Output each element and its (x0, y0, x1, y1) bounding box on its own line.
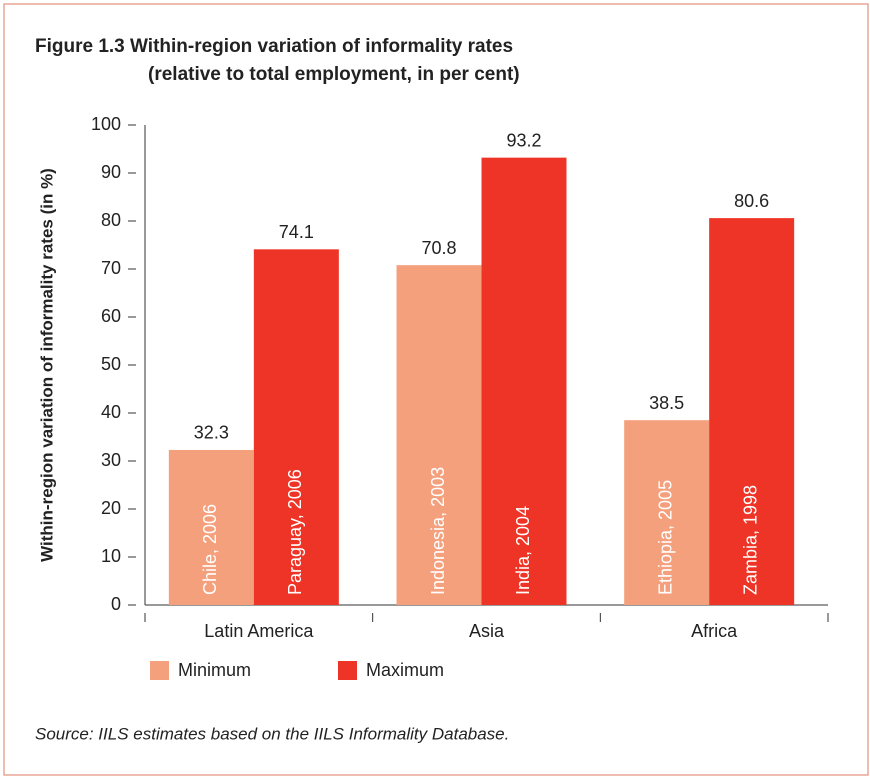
chart-title: Figure 1.3 Within-region variation of in… (35, 36, 513, 57)
legend-label: Maximum (366, 660, 444, 680)
y-tick-label: 30 (101, 450, 121, 470)
bar-label: Paraguay, 2006 (285, 469, 305, 595)
data-label: 70.8 (421, 238, 456, 258)
bar (481, 157, 567, 605)
y-tick-label: 90 (101, 162, 121, 182)
bar (709, 218, 795, 605)
bar (624, 420, 710, 605)
y-tick-label: 40 (101, 402, 121, 422)
y-tick-label: 0 (111, 594, 121, 614)
data-label: 74.1 (279, 222, 314, 242)
data-label: 93.2 (506, 130, 541, 150)
bar (168, 449, 254, 605)
x-tick-label: Asia (469, 621, 505, 641)
x-tick-label: Latin America (204, 621, 314, 641)
legend-swatch (150, 661, 169, 680)
y-tick-label: 60 (101, 306, 121, 326)
y-tick-label: 10 (101, 546, 121, 566)
y-tick-label: 70 (101, 258, 121, 278)
frame (3, 3, 869, 776)
y-tick-label: 50 (101, 354, 121, 374)
bar-label: India, 2004 (513, 506, 533, 595)
bar-label: Indonesia, 2003 (428, 467, 448, 595)
data-label: 38.5 (649, 393, 684, 413)
legend-label: Minimum (178, 660, 251, 680)
y-tick-label: 100 (91, 114, 121, 134)
source-note: Source: IILS estimates based on the IILS… (35, 724, 509, 743)
bar-label: Zambia, 1998 (740, 485, 760, 595)
bar (253, 249, 339, 605)
data-label: 32.3 (194, 423, 229, 443)
chart-subtitle: (relative to total employment, in per ce… (148, 64, 520, 85)
legend-swatch (338, 661, 357, 680)
bar (396, 265, 482, 605)
x-tick-label: Africa (691, 621, 738, 641)
bar-label: Chile, 2006 (200, 504, 220, 595)
y-tick-label: 80 (101, 210, 121, 230)
data-label: 80.6 (734, 191, 769, 211)
y-axis-label: Within-region variation of informality r… (37, 168, 56, 562)
bar-label: Ethiopia, 2005 (655, 480, 675, 595)
y-tick-label: 20 (101, 498, 121, 518)
